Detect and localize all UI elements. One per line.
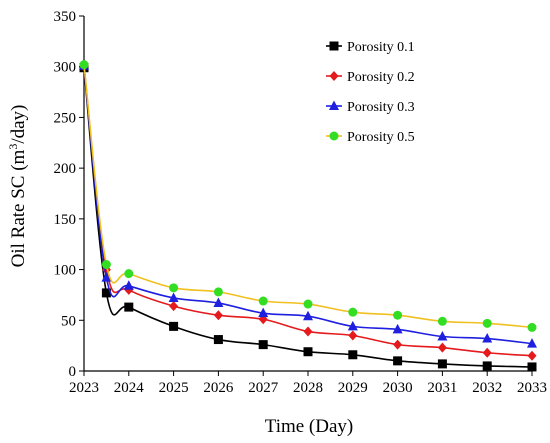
data-point [393, 356, 403, 366]
data-point [101, 260, 111, 269]
legend-label: Porosity 0.2 [347, 70, 415, 85]
x-tick-label: 2032 [472, 380, 502, 396]
data-point [123, 280, 134, 290]
data-point [527, 338, 537, 348]
y-tick-label: 250 [54, 110, 77, 126]
series-4 [79, 60, 537, 332]
data-point [258, 340, 268, 350]
data-point [303, 310, 313, 321]
data-point [213, 310, 223, 321]
x-tick-label: 2030 [383, 380, 413, 396]
y-tick-label: 300 [54, 60, 77, 76]
data-point [527, 362, 537, 372]
data-point [101, 272, 112, 282]
data-point [169, 283, 179, 293]
y-axis-title-superscript: 3 [6, 144, 20, 150]
legend-marker [329, 41, 339, 51]
legend-entry: Porosity 0.1 [326, 40, 415, 55]
x-tick-label: 2029 [338, 380, 368, 396]
data-point [258, 307, 269, 318]
legend: Porosity 0.1 Porosity 0.2 Porosity 0.3 Poro… [326, 40, 415, 145]
x-tick-label: 2028 [293, 380, 323, 396]
data-point [124, 269, 134, 279]
data-point [213, 287, 223, 297]
data-point [437, 359, 447, 369]
x-tick-label: 2031 [427, 380, 457, 396]
legend-marker [329, 100, 339, 110]
data-point [258, 296, 268, 306]
data-point [101, 288, 111, 298]
data-point [124, 302, 134, 312]
series-layer [79, 60, 537, 372]
data-point [303, 326, 313, 337]
legend-entry: Porosity 0.5 [326, 130, 415, 145]
data-point [393, 339, 403, 350]
legend-label: Porosity 0.3 [347, 100, 415, 115]
data-point [348, 350, 358, 360]
data-point [347, 320, 358, 331]
data-point [79, 60, 89, 70]
y-axis-title-tail: /day) [8, 105, 29, 144]
data-point [393, 310, 403, 320]
data-point [482, 347, 492, 358]
data-point [169, 301, 179, 312]
legend-entry: Porosity 0.3 [326, 100, 415, 115]
y-axis-title: Oil Rate SC (m3/day) [6, 105, 29, 268]
data-point [392, 323, 403, 334]
legend-label: Porosity 0.5 [347, 130, 415, 145]
x-tick-label: 2024 [114, 380, 145, 396]
data-point [303, 299, 313, 309]
legend-entry: Porosity 0.2 [326, 70, 415, 85]
data-point [348, 330, 358, 341]
y-tick-label: 150 [54, 212, 77, 228]
data-point [169, 321, 179, 331]
data-point [482, 361, 492, 371]
data-point [437, 316, 447, 326]
x-tick-label: 2033 [517, 380, 547, 396]
x-axis-ticks: 2023 2024 2025 2026 2027 2028 2029 2030 2031 2032… [69, 371, 547, 396]
x-axis-title: Time (Day) [265, 416, 354, 437]
data-point [213, 297, 224, 308]
y-tick-label: 350 [54, 9, 77, 25]
y-tick-label: 100 [54, 263, 77, 279]
data-point [348, 307, 358, 317]
data-point [527, 322, 537, 332]
legend-label: Porosity 0.1 [347, 40, 415, 55]
y-tick-label: 0 [69, 364, 77, 380]
data-point [482, 318, 492, 328]
x-tick-label: 2025 [159, 380, 189, 396]
y-axis-ticks: 0 50 100 150 200 250 300 350 [54, 9, 84, 380]
x-tick-label: 2027 [248, 380, 279, 396]
series-1 [79, 63, 537, 372]
y-tick-label: 200 [54, 161, 77, 177]
legend-marker [329, 131, 339, 141]
data-point [527, 350, 537, 361]
series-line [83, 64, 533, 329]
legend-marker [329, 71, 339, 81]
data-point [437, 331, 448, 341]
data-point [437, 342, 447, 353]
data-point [482, 333, 493, 343]
x-tick-label: 2023 [69, 380, 99, 396]
y-tick-label: 50 [61, 313, 76, 329]
data-point [303, 347, 313, 357]
x-tick-label: 2026 [203, 380, 234, 396]
data-point [168, 292, 179, 302]
data-point [213, 335, 223, 345]
y-axis-title-main: Oil Rate SC (m [8, 149, 29, 267]
